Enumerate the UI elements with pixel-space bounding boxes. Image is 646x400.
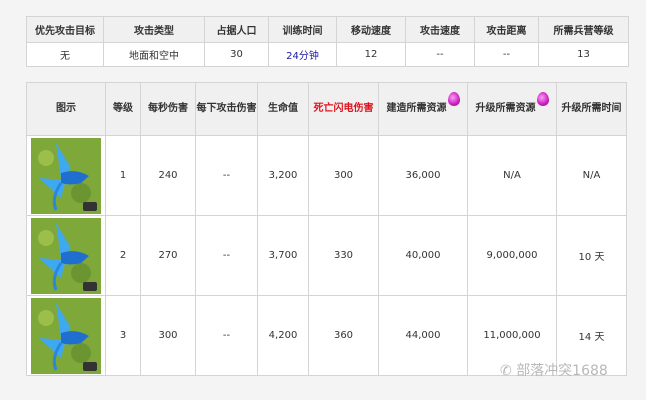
cell-level: 1 bbox=[105, 135, 141, 216]
image-cell bbox=[26, 135, 106, 216]
cell-build: 40,000 bbox=[378, 215, 468, 296]
header-death-damage: 死亡闪电伤害 bbox=[308, 82, 379, 136]
cell-hp: 3,200 bbox=[257, 135, 309, 216]
header-dps: 每秒伤害 bbox=[140, 82, 196, 136]
value-housing: 30 bbox=[204, 42, 269, 67]
dragon-image bbox=[31, 137, 101, 214]
header-attack-type: 攻击类型 bbox=[103, 16, 205, 43]
wechat-icon: ✆ bbox=[500, 363, 512, 379]
header-barracks-level: 所需兵营等级 bbox=[538, 16, 629, 43]
build-cost-label: 建造所需资源 bbox=[386, 103, 447, 114]
cell-hp: 4,200 bbox=[257, 295, 309, 376]
value-training-time[interactable]: 24分钟 bbox=[268, 42, 337, 67]
value-range: -- bbox=[474, 42, 539, 67]
cell-upgrade: 11,000,000 bbox=[467, 295, 557, 376]
level-header-row: 图示 等级 每秒伤害 每下攻击伤害 生命值 死亡闪电伤害 建造所需资源 升级所需… bbox=[26, 82, 627, 136]
cell-upgrade: 9,000,000 bbox=[467, 215, 557, 296]
header-upgrade-cost: 升级所需资源 bbox=[467, 82, 557, 136]
value-target: 无 bbox=[26, 42, 104, 67]
cell-per-hit: -- bbox=[195, 135, 258, 216]
cell-build: 44,000 bbox=[378, 295, 468, 376]
header-level: 等级 bbox=[105, 82, 141, 136]
header-per-hit: 每下攻击伤害 bbox=[195, 82, 258, 136]
header-build-cost: 建造所需资源 bbox=[378, 82, 468, 136]
header-image: 图示 bbox=[26, 82, 106, 136]
level-row: 1 240 -- 3,200 300 36,000 N/A N/A bbox=[26, 135, 627, 216]
cell-dps: 270 bbox=[140, 215, 196, 296]
cell-death: 300 bbox=[308, 135, 379, 216]
elixir-drop-icon bbox=[447, 92, 460, 106]
cell-hp: 3,700 bbox=[257, 215, 309, 296]
cell-time: 14 天 bbox=[556, 295, 627, 376]
cell-per-hit: -- bbox=[195, 295, 258, 376]
value-attack-type: 地面和空中 bbox=[103, 42, 205, 67]
watermark-text: 部落冲突1688 bbox=[516, 363, 608, 379]
header-housing: 占据人口 bbox=[204, 16, 269, 43]
stats-header-row: 优先攻击目标 攻击类型 占据人口 训练时间 移动速度 攻击速度 攻击距离 所需兵… bbox=[26, 16, 629, 43]
header-training-time: 训练时间 bbox=[268, 16, 337, 43]
cell-death: 360 bbox=[308, 295, 379, 376]
value-attack-speed: -- bbox=[405, 42, 475, 67]
stats-table: 优先攻击目标 攻击类型 占据人口 训练时间 移动速度 攻击速度 攻击距离 所需兵… bbox=[26, 16, 629, 67]
header-attack-speed: 攻击速度 bbox=[405, 16, 475, 43]
cell-per-hit: -- bbox=[195, 215, 258, 296]
cell-level: 3 bbox=[105, 295, 141, 376]
watermark: ✆ 部落冲突1688 bbox=[500, 360, 608, 380]
upgrade-cost-label: 升级所需资源 bbox=[475, 103, 536, 114]
image-cell bbox=[26, 215, 106, 296]
header-hp: 生命值 bbox=[257, 82, 309, 136]
level-table: 图示 等级 每秒伤害 每下攻击伤害 生命值 死亡闪电伤害 建造所需资源 升级所需… bbox=[26, 82, 627, 376]
cell-dps: 240 bbox=[140, 135, 196, 216]
header-range: 攻击距离 bbox=[474, 16, 539, 43]
cell-dps: 300 bbox=[140, 295, 196, 376]
level-row: 2 270 -- 3,700 330 40,000 9,000,000 10 天 bbox=[26, 215, 627, 296]
cell-death: 330 bbox=[308, 215, 379, 296]
dragon-image bbox=[31, 297, 101, 374]
cell-time: N/A bbox=[556, 135, 627, 216]
value-barracks-level: 13 bbox=[538, 42, 629, 67]
cell-upgrade: N/A bbox=[467, 135, 557, 216]
dragon-image bbox=[31, 217, 101, 294]
stats-value-row: 无 地面和空中 30 24分钟 12 -- -- 13 bbox=[26, 42, 629, 67]
header-target: 优先攻击目标 bbox=[26, 16, 104, 43]
header-upgrade-time: 升级所需时间 bbox=[556, 82, 627, 136]
elixir-drop-icon bbox=[536, 92, 549, 106]
cell-time: 10 天 bbox=[556, 215, 627, 296]
cell-level: 2 bbox=[105, 215, 141, 296]
image-cell bbox=[26, 295, 106, 376]
cell-build: 36,000 bbox=[378, 135, 468, 216]
header-move-speed: 移动速度 bbox=[336, 16, 406, 43]
level-row: 3 300 -- 4,200 360 44,000 11,000,000 14 天 bbox=[26, 295, 627, 376]
value-move-speed: 12 bbox=[336, 42, 406, 67]
